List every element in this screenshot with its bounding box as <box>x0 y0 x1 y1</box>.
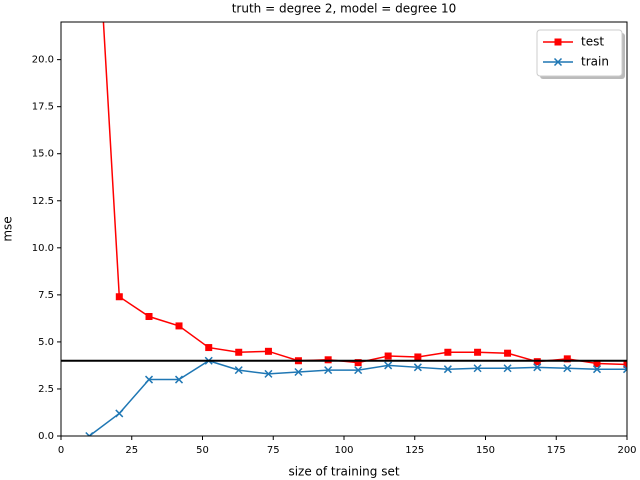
x-tick-label: 150 <box>476 445 495 456</box>
marker <box>354 366 363 375</box>
y-tick-label: 17.5 <box>32 102 54 113</box>
y-tick-label: 15.0 <box>32 149 54 160</box>
x-tick-label: 125 <box>405 445 424 456</box>
marker <box>593 360 601 368</box>
y-tick-label: 0.0 <box>38 431 54 442</box>
series-line <box>88 359 627 436</box>
marker <box>503 364 512 373</box>
x-tick-label: 175 <box>547 445 566 456</box>
x-tick-label: 100 <box>334 445 353 456</box>
marker <box>443 365 452 374</box>
x-axis-label: size of training set <box>288 465 399 479</box>
marker <box>324 366 333 375</box>
x-tick-label: 75 <box>267 445 280 456</box>
marker <box>563 364 572 373</box>
legend-marker <box>553 57 563 67</box>
plot-area <box>61 22 627 436</box>
axes-frame <box>60 21 628 437</box>
marker <box>175 322 183 330</box>
marker <box>115 409 124 418</box>
x-tick-label: 25 <box>125 445 138 456</box>
x-tick-label: 0 <box>58 445 64 456</box>
y-tick-label: 10.0 <box>32 243 54 254</box>
marker <box>234 366 243 375</box>
marker <box>235 348 243 356</box>
marker <box>264 369 273 378</box>
marker <box>144 375 154 384</box>
y-tick-label: 7.5 <box>38 290 54 301</box>
y-tick-label: 12.5 <box>32 196 54 207</box>
y-tick-label: 20.0 <box>32 55 54 66</box>
marker <box>622 365 627 374</box>
y-tick-label: 2.5 <box>38 384 54 395</box>
chart-title: truth = degree 2, model = degree 10 <box>232 2 457 16</box>
legend-marker <box>554 38 562 46</box>
y-tick-label: 5.0 <box>38 337 54 348</box>
marker <box>563 355 571 363</box>
marker <box>354 359 362 367</box>
legend-label: test <box>581 35 604 49</box>
y-axis-label: mse <box>1 216 15 241</box>
marker <box>444 348 452 356</box>
marker <box>504 349 512 357</box>
marker <box>264 347 272 355</box>
marker <box>384 361 393 370</box>
marker <box>294 367 303 377</box>
marker <box>115 293 123 301</box>
marker <box>384 352 392 360</box>
marker <box>414 353 422 361</box>
marker <box>533 363 542 372</box>
marker <box>145 313 153 321</box>
marker <box>174 375 184 384</box>
marker <box>413 363 422 372</box>
marker <box>205 344 213 352</box>
marker <box>85 431 94 436</box>
legend-label: train <box>581 55 609 69</box>
x-tick-label: 50 <box>196 445 209 456</box>
x-tick-label: 200 <box>617 445 636 456</box>
marker <box>623 360 627 368</box>
legend-box <box>536 29 623 77</box>
marker <box>474 348 482 356</box>
marker <box>473 364 482 373</box>
marker <box>592 365 602 374</box>
